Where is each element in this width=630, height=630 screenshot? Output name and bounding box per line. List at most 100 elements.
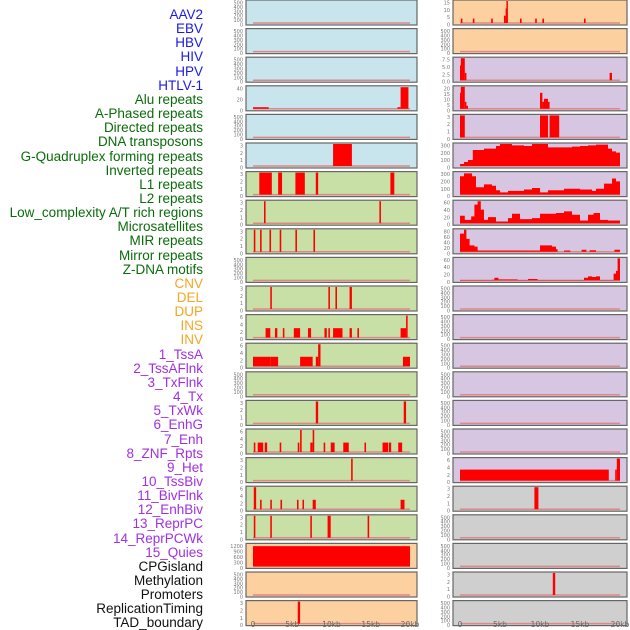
y-tick-label: 0 <box>240 166 243 172</box>
y-tick-label: 400 <box>233 119 243 125</box>
y-tick-label: 0 <box>447 452 450 458</box>
track-label: 14_ReprPCWk <box>112 530 203 546</box>
y-tick-label: 0 <box>447 623 450 629</box>
y-tick-label: 300 <box>233 124 243 130</box>
y-tick-label: 400 <box>440 377 450 383</box>
y-tick-label: 20 <box>444 273 450 279</box>
panel-left <box>245 85 418 112</box>
bar <box>293 328 301 338</box>
bar <box>253 515 256 538</box>
panel-left <box>245 599 418 627</box>
y-tick-label: 500 <box>233 573 243 579</box>
bar <box>549 115 560 138</box>
bar <box>264 442 268 452</box>
y-tick-label: 1 <box>240 616 243 622</box>
panel-left <box>245 0 418 26</box>
panel-left <box>245 256 418 283</box>
y-tick-label: 400 <box>440 34 450 40</box>
bar <box>535 18 537 23</box>
y-tick-label: 1 <box>240 187 243 193</box>
y-tick-label: 5 <box>447 103 450 109</box>
y-tick-label: 3 <box>240 601 243 607</box>
y-tick-label: 200 <box>233 271 243 277</box>
bar <box>269 229 272 252</box>
track-label: L1 repeats <box>139 176 203 192</box>
bar <box>259 172 272 195</box>
y-tick-label: 20 <box>444 215 450 221</box>
bar <box>548 101 550 109</box>
bar <box>265 328 271 338</box>
bar <box>297 601 301 624</box>
panel-left <box>245 113 418 141</box>
bar <box>307 328 312 338</box>
y-tick-label: 80 <box>444 229 450 235</box>
bar <box>330 442 335 452</box>
bar <box>310 515 312 538</box>
y-tick-label: 400 <box>440 348 450 354</box>
bar <box>388 442 392 452</box>
y-tick-label: 2 <box>240 237 243 243</box>
track-label: 12_EnhBiv <box>137 502 203 518</box>
bar <box>295 229 297 252</box>
track-label: Methylation <box>133 573 203 588</box>
y-tick-label: 10 <box>444 97 450 103</box>
panel-right <box>452 399 628 426</box>
y-tick-label: 500 <box>233 115 243 121</box>
y-tick-label: 100 <box>440 187 450 193</box>
y-tick-label: 900 <box>233 549 243 555</box>
area-series <box>460 229 620 252</box>
bar <box>464 101 467 109</box>
y-tick-label: 300 <box>233 9 243 15</box>
y-tick-label: 20 <box>444 246 450 252</box>
y-tick-label: 1 <box>240 301 243 307</box>
y-tick-label: 100 <box>440 390 450 396</box>
bar <box>403 401 407 424</box>
bar <box>397 107 401 109</box>
bar <box>300 430 302 452</box>
bar <box>349 328 352 338</box>
y-tick-label: 400 <box>233 34 243 40</box>
track-label: AAV2 <box>169 7 203 22</box>
track-label: 13_ReprPC <box>132 516 203 532</box>
track-label: 6_EnhG <box>153 417 203 433</box>
bar <box>540 92 543 109</box>
track-label: Z-DNA motifs <box>122 261 203 277</box>
bar <box>312 430 315 452</box>
bar <box>504 15 506 23</box>
y-tick-label: 3 <box>240 172 243 178</box>
y-tick-label: 40 <box>444 208 450 214</box>
bar <box>270 499 272 510</box>
y-tick-label: 100 <box>233 47 243 53</box>
y-tick-label: 2 <box>240 179 243 185</box>
bar <box>315 172 319 195</box>
y-tick-label: 6 <box>240 315 243 321</box>
y-tick-label: 500 <box>233 29 243 35</box>
bar <box>552 573 556 595</box>
bar <box>584 18 586 23</box>
y-tick-label: 100 <box>440 419 450 425</box>
y-tick-label: 6 <box>240 344 243 350</box>
y-tick-label: 400 <box>440 320 450 326</box>
y-tick-label: 200 <box>440 443 450 449</box>
y-tick-label: 4 <box>447 465 450 471</box>
bar <box>390 172 395 195</box>
x-tick-label: 0 <box>251 620 256 629</box>
bar <box>279 229 282 252</box>
y-tick-label: 0 <box>240 23 243 29</box>
y-tick-label: 300 <box>440 610 450 616</box>
y-tick-label: 400 <box>440 520 450 526</box>
y-tick-label: 500 <box>440 372 450 378</box>
y-tick-label: 500 <box>440 430 450 436</box>
track-label: DEL <box>176 290 203 305</box>
y-tick-label: 20 <box>237 97 243 103</box>
bar <box>460 92 462 109</box>
track-label: 10_TssBiv <box>141 473 203 489</box>
panel-right <box>452 514 628 541</box>
panel-right <box>452 285 628 312</box>
bar <box>274 328 278 338</box>
y-tick-label: 0 <box>240 537 243 543</box>
bar <box>400 87 409 109</box>
y-tick-label: 1 <box>240 215 243 221</box>
bar <box>253 229 256 252</box>
bar <box>282 328 285 338</box>
